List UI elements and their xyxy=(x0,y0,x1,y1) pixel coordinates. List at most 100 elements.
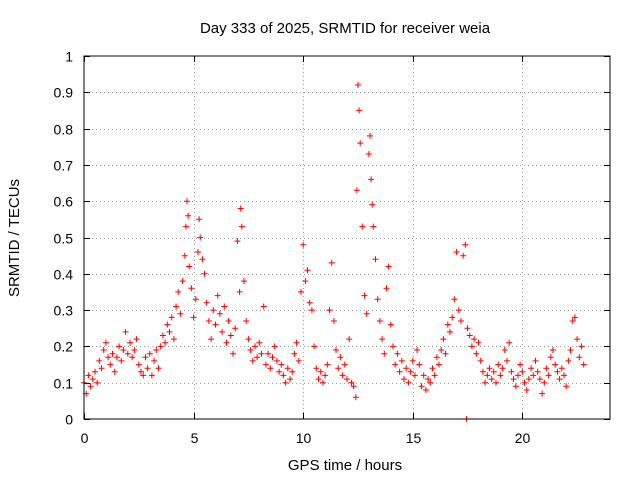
data-point xyxy=(107,361,114,368)
data-point xyxy=(339,372,346,379)
data-point xyxy=(365,151,372,157)
y-tick-label: 0.8 xyxy=(54,122,74,138)
data-point xyxy=(387,321,394,328)
data-point xyxy=(208,336,215,343)
data-point xyxy=(473,350,480,357)
data-point xyxy=(369,201,376,208)
chart-title: Day 333 of 2025, SRMTID for receiver wei… xyxy=(200,20,491,37)
data-point xyxy=(184,198,190,205)
data-point xyxy=(335,365,342,372)
data-point xyxy=(523,387,530,393)
data-point xyxy=(451,296,458,303)
data-point xyxy=(411,372,418,379)
data-point xyxy=(433,354,440,361)
data-point xyxy=(442,350,449,357)
data-point xyxy=(528,365,535,372)
data-point xyxy=(245,336,252,343)
data-point xyxy=(151,357,158,364)
data-point xyxy=(197,234,204,241)
data-point xyxy=(276,368,283,375)
data-point xyxy=(372,256,379,263)
data-point xyxy=(159,332,166,339)
data-point xyxy=(499,365,506,372)
data-point xyxy=(120,347,127,353)
data-point xyxy=(508,368,515,375)
data-point xyxy=(221,303,228,310)
data-point xyxy=(182,223,189,230)
y-tick-label: 0 xyxy=(65,412,73,428)
data-point xyxy=(181,252,188,259)
data-point xyxy=(488,376,495,383)
data-point xyxy=(116,343,123,350)
data-point xyxy=(87,383,94,390)
data-point xyxy=(385,263,392,270)
data-point xyxy=(324,361,331,368)
data-point xyxy=(475,339,482,346)
data-point xyxy=(521,379,528,386)
data-point xyxy=(138,368,144,375)
data-point xyxy=(278,361,285,368)
data-point xyxy=(471,336,478,343)
data-point xyxy=(105,354,112,361)
y-tick-label: 0.4 xyxy=(54,267,74,283)
data-point xyxy=(563,383,570,390)
data-point xyxy=(460,252,467,259)
data-point xyxy=(359,223,366,230)
data-point xyxy=(300,241,307,248)
data-point xyxy=(541,379,548,386)
data-point xyxy=(247,347,254,353)
data-point xyxy=(368,176,375,183)
data-point xyxy=(418,383,425,390)
data-point xyxy=(98,365,105,372)
data-point xyxy=(153,347,160,353)
data-point xyxy=(252,343,258,350)
data-point xyxy=(262,361,269,368)
data-point xyxy=(436,361,442,368)
data-point xyxy=(315,376,322,383)
data-point xyxy=(525,376,532,383)
data-point xyxy=(249,357,256,364)
data-point xyxy=(111,368,118,375)
data-point xyxy=(140,372,147,379)
data-point xyxy=(89,376,96,383)
data-point xyxy=(146,350,153,357)
data-point xyxy=(100,347,107,353)
data-point xyxy=(186,263,193,270)
data-point xyxy=(449,314,456,321)
data-point xyxy=(168,314,175,321)
data-point xyxy=(390,343,396,350)
data-point xyxy=(330,318,337,324)
data-point xyxy=(468,343,475,350)
data-point xyxy=(306,299,313,306)
data-point xyxy=(256,339,263,346)
data-point xyxy=(493,379,499,386)
data-point xyxy=(203,299,210,306)
data-point xyxy=(319,379,326,386)
plot-frame xyxy=(83,55,611,420)
data-point xyxy=(574,336,581,343)
data-point xyxy=(333,347,339,353)
data-point xyxy=(157,343,164,350)
data-point xyxy=(85,372,92,379)
data-point xyxy=(291,350,298,357)
data-point xyxy=(284,365,291,372)
data-points xyxy=(81,82,587,422)
data-point xyxy=(135,361,142,368)
data-point xyxy=(166,328,173,335)
data-point xyxy=(148,372,155,379)
data-point xyxy=(571,314,578,321)
data-point xyxy=(405,379,412,386)
data-point xyxy=(515,372,521,379)
data-point xyxy=(317,368,324,375)
data-point xyxy=(267,365,274,372)
data-point xyxy=(396,368,403,375)
data-point xyxy=(440,336,447,343)
data-point xyxy=(348,379,355,386)
y-axis-label: SRMTID / TECUs xyxy=(6,179,23,297)
data-point xyxy=(170,336,177,343)
x-tick-label: 20 xyxy=(515,430,531,446)
x-axis-label: GPS time / hours xyxy=(288,457,402,474)
data-point xyxy=(561,372,567,379)
data-point xyxy=(344,376,350,383)
